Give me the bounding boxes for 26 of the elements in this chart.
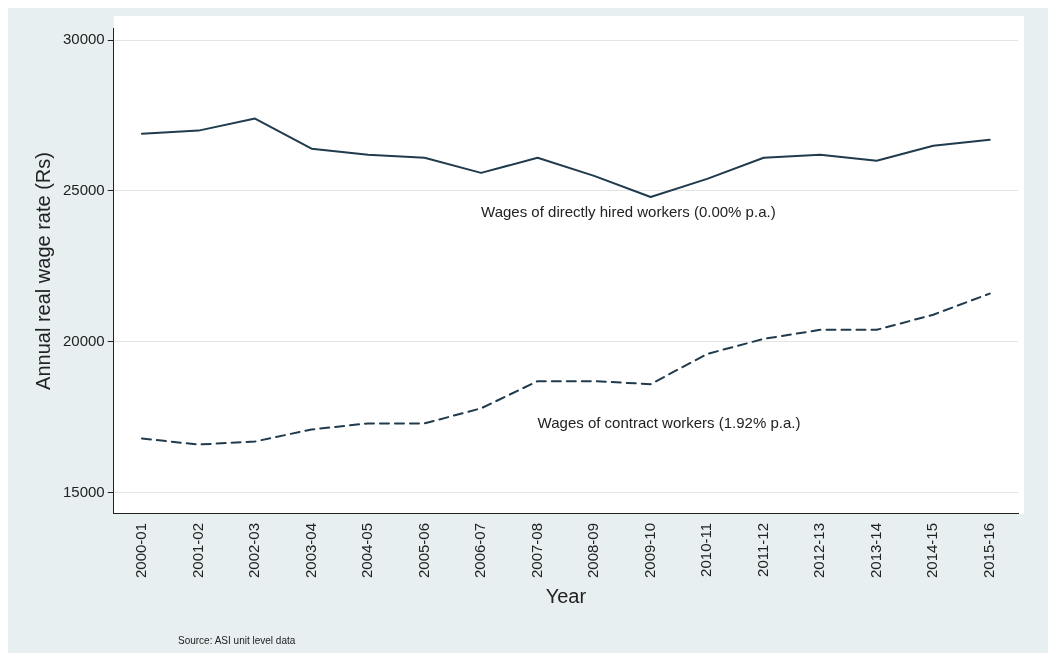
x-tick-label: 2014-15 xyxy=(923,522,941,579)
x-tick-label: 2013-14 xyxy=(866,522,884,579)
x-tick-label: 2001-02 xyxy=(188,522,206,579)
x-tick-label: 2012-13 xyxy=(810,522,828,579)
x-tick-label: 2005-06 xyxy=(414,522,432,579)
x-tick-label: 2003-04 xyxy=(301,522,319,579)
y-axis-title: Annual real wage rate (Rs) xyxy=(31,152,54,390)
x-tick-label: 2010-11 xyxy=(697,522,715,577)
y-tick-label: 30000 xyxy=(62,30,105,48)
x-tick-label: 2008-09 xyxy=(584,522,602,579)
y-tick-label: 15000 xyxy=(62,482,105,500)
x-tick-label: 2009-10 xyxy=(640,522,658,579)
source-note: Source: ASI unit level data xyxy=(178,635,296,646)
x-tick-label: 2011-12 xyxy=(753,522,771,577)
x-axis-title: Year xyxy=(545,584,587,607)
text: Wages of contract workers (1.92% p.a.) xyxy=(537,414,801,432)
y-tick-label: 25000 xyxy=(62,181,105,199)
x-tick-label: 2002-03 xyxy=(245,522,263,579)
x-tick-label: 2007-08 xyxy=(527,522,545,579)
series-label: Wages of directly hired workers (0.00% p.a.) xyxy=(481,203,776,221)
x-tick-label: 2004-05 xyxy=(358,522,376,579)
x-tick-label: 2000-01 xyxy=(132,522,150,579)
x-tick-label: 2006-07 xyxy=(471,522,489,579)
x-tick-label: 2015-16 xyxy=(979,522,997,579)
y-tick-label: 20000 xyxy=(62,332,105,350)
line-series xyxy=(140,292,991,446)
